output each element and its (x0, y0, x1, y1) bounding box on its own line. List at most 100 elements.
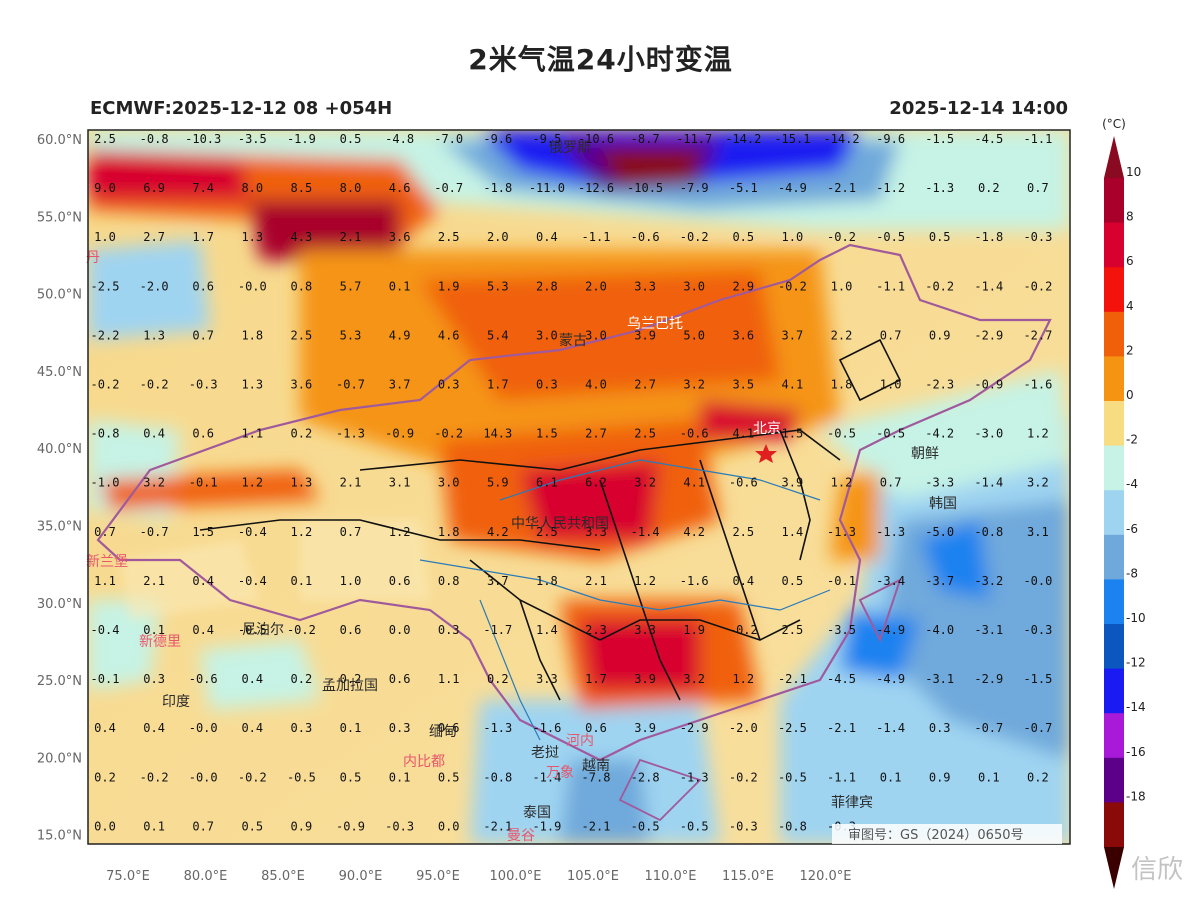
grid-value: 3.2 (683, 378, 705, 392)
grid-value: -1.3 (680, 770, 709, 784)
grid-value: -2.1 (778, 672, 807, 686)
grid-value: -0.2 (238, 770, 267, 784)
grid-value: -0.2 (91, 378, 120, 392)
grid-value: 1.5 (192, 525, 214, 539)
grid-value: -10.5 (627, 181, 663, 195)
grid-value: 1.8 (438, 525, 460, 539)
grid-value: 1.9 (683, 623, 705, 637)
grid-value: 4.1 (732, 427, 754, 441)
colorbar-tick-label: -10 (1126, 611, 1146, 625)
place-label: 韩国 (929, 496, 957, 512)
grid-value: 3.5 (732, 378, 754, 392)
grid-value: 4.1 (782, 378, 804, 392)
grid-value: 3.9 (634, 672, 656, 686)
grid-value: -2.8 (631, 770, 660, 784)
grid-value: -4.8 (385, 132, 414, 146)
grid-value: 5.7 (340, 279, 362, 293)
grid-value: 1.4 (536, 623, 558, 637)
grid-value: 0.2 (340, 672, 362, 686)
grid-value: -3.0 (974, 427, 1003, 441)
grid-value: -0.2 (680, 230, 709, 244)
grid-value: -11.7 (676, 132, 712, 146)
colorbar-tick-label: 2 (1126, 343, 1134, 357)
latitude-tick-label: 45.0°N (37, 365, 82, 380)
grid-value: 0.4 (192, 623, 214, 637)
grid-value: 0.2 (94, 770, 116, 784)
grid-value: -0.3 (385, 819, 414, 833)
grid-value: -0.3 (729, 819, 758, 833)
grid-value: 0.5 (340, 132, 362, 146)
grid-value: 0.4 (241, 672, 263, 686)
grid-value: 4.2 (487, 525, 509, 539)
grid-value: 8.0 (241, 181, 263, 195)
grid-value: 3.6 (291, 378, 313, 392)
place-label: 新兰堡 (86, 554, 128, 570)
grid-value: -1.4 (876, 721, 905, 735)
grid-value: 0.2 (978, 181, 1000, 195)
place-label: 万象 (546, 765, 574, 781)
grid-value: -2.9 (974, 328, 1003, 342)
grid-value: -1.2 (876, 181, 905, 195)
grid-value: -4.9 (876, 672, 905, 686)
grid-value: 0.8 (291, 279, 313, 293)
latitude-tick-label: 55.0°N (37, 210, 82, 225)
grid-value: 5.9 (487, 476, 509, 490)
grid-value: 3.2 (634, 476, 656, 490)
grid-value: 2.5 (732, 525, 754, 539)
grid-value: 0.7 (880, 476, 902, 490)
grid-value: -2.9 (974, 672, 1003, 686)
grid-value: 5.3 (487, 279, 509, 293)
colorbar-segment (1104, 178, 1124, 224)
grid-value: 0.3 (536, 378, 558, 392)
grid-value: -3.1 (974, 623, 1003, 637)
grid-value: 3.3 (536, 672, 558, 686)
longitude-tick-label: 85.0°E (261, 869, 305, 884)
grid-value: -7.9 (680, 181, 709, 195)
grid-value: -1.1 (1023, 132, 1052, 146)
colorbar-segment (1104, 757, 1124, 803)
grid-value: -0.8 (140, 132, 169, 146)
grid-value: -0.2 (729, 623, 758, 637)
grid-value: -0.2 (1023, 279, 1052, 293)
place-label: 蒙古 (559, 333, 587, 349)
grid-value: 1.8 (241, 328, 263, 342)
grid-value: 3.2 (143, 476, 165, 490)
rivers (419, 459, 831, 741)
grid-value: 0.9 (929, 770, 951, 784)
colorbar-segment (1104, 267, 1124, 313)
grid-value: -1.3 (876, 525, 905, 539)
grid-value: -1.1 (827, 770, 856, 784)
grid-value: 0.9 (929, 328, 951, 342)
grid-value: 0.7 (94, 525, 116, 539)
grid-value: -4.9 (876, 623, 905, 637)
grid-value: -1.3 (336, 427, 365, 441)
colorbar: 10 8 6 4 2 0 -2 -4 -6 -8 -10 -12 -14 -16 -18 (1104, 136, 1146, 889)
place-label: 越南 (582, 758, 610, 774)
grid-value: 1.1 (438, 672, 460, 686)
grid-value: -2.1 (827, 181, 856, 195)
grid-value: -4.9 (778, 181, 807, 195)
place-label: 北京 (753, 421, 781, 437)
grid-value: -0.5 (287, 770, 316, 784)
grid-value: -0.4 (91, 623, 120, 637)
grid-value: 0.4 (143, 427, 165, 441)
grid-value: 7.4 (192, 181, 214, 195)
longitude-tick-label: 75.0°E (106, 869, 150, 884)
latitude-tick-label: 20.0°N (37, 751, 82, 766)
grid-value: -0.8 (483, 770, 512, 784)
grid-value: 2.5 (536, 525, 558, 539)
grid-value: -3.5 (238, 132, 267, 146)
grid-value: 8.0 (340, 181, 362, 195)
grid-value: -4.5 (827, 672, 856, 686)
grid-value: -0.5 (876, 230, 905, 244)
colorbar-segment (1104, 401, 1124, 447)
grid-value: -4.5 (974, 132, 1003, 146)
grid-value: -0.1 (189, 476, 218, 490)
grid-value: 2.1 (340, 476, 362, 490)
grid-value: 1.5 (782, 427, 804, 441)
grid-value: -1.5 (1023, 672, 1052, 686)
grid-value: 3.6 (732, 328, 754, 342)
colorbar-tick-label: -8 (1126, 566, 1138, 580)
watermark-text: 信欣 (1130, 855, 1183, 885)
